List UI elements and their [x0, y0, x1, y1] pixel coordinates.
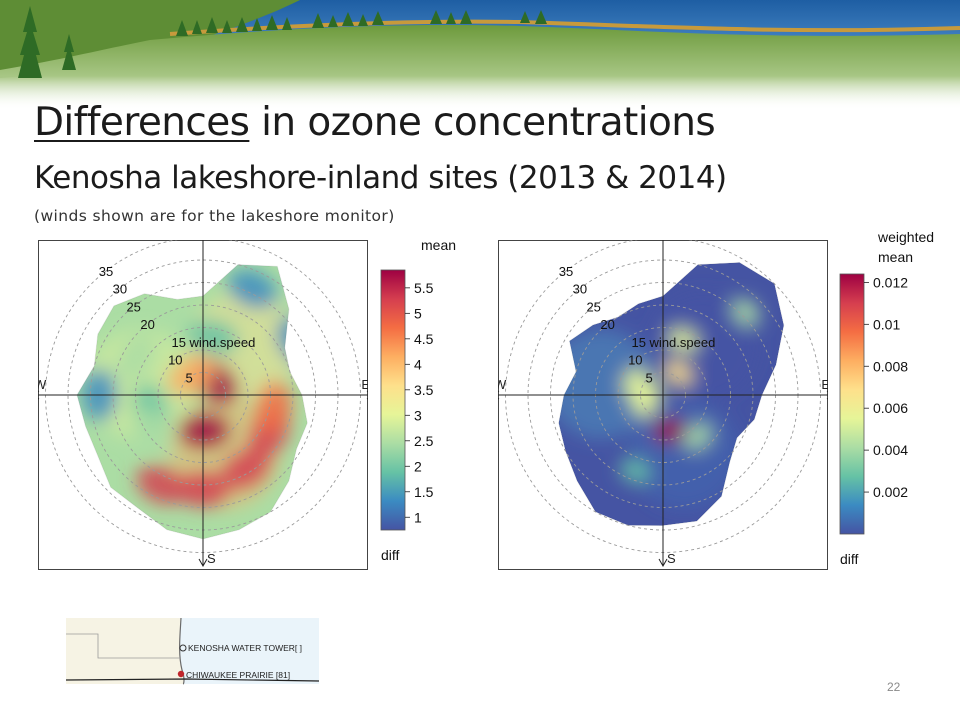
map-shoreline: [179, 618, 185, 685]
compass-label: N: [207, 240, 216, 241]
radial-tick-label: 20: [140, 317, 154, 332]
map-state-line: [66, 678, 320, 682]
hotspot: [663, 359, 694, 387]
radial-tick-label: 15 wind.speed: [631, 335, 715, 350]
colorbar-tick-label: 1.5: [414, 484, 434, 500]
radial-tick-label: 15 wind.speed: [171, 335, 255, 350]
hotspot: [167, 355, 217, 396]
axis-arrow-icon: [198, 558, 208, 568]
compass-label: E: [821, 377, 828, 392]
colorbar-tick-label: 4: [414, 356, 422, 372]
slide-title-rest: in ozone concentrations: [249, 100, 716, 145]
colorbar-tick-label: 5.5: [414, 280, 434, 296]
radial-tick-label: 5: [185, 370, 192, 385]
hotspot: [187, 319, 239, 356]
colorbar-tick-label: 0.002: [873, 484, 908, 500]
colorbar-tick-label: 0.008: [873, 358, 908, 374]
radial-tick-label: 20: [600, 317, 614, 332]
radial-tick-label: 10: [168, 353, 182, 368]
radial-tick-label: 25: [126, 299, 140, 314]
hotspot: [130, 407, 173, 455]
radial-tick-label: 30: [573, 282, 587, 297]
polar-field: [558, 262, 784, 526]
colorbar-tick-label: 4.5: [414, 331, 434, 347]
slide-title: Differences in ozone concentrations: [34, 100, 716, 145]
location-map: KENOSHA WATER TOWER[ ] CHIWAUKEE PRAIRIE…: [66, 618, 320, 685]
hotspot: [227, 269, 278, 309]
colorbar-tick-label: 3: [414, 407, 422, 423]
colorbar-tick-label: 0.012: [873, 274, 908, 290]
colorbar-tick-label: 3.5: [414, 382, 434, 398]
map-county-line: [66, 633, 181, 659]
compass-label: W: [498, 377, 507, 392]
colorbar-tick-label: 0.006: [873, 400, 908, 416]
map-land: [66, 618, 184, 684]
hotspot: [683, 422, 713, 451]
radial-tick-label: 30: [113, 282, 127, 297]
map-marker-water-tower: [179, 644, 187, 652]
treeline-icon: [18, 6, 547, 78]
radial-tick-label: 5: [645, 370, 652, 385]
colorbar-footer: diff: [381, 547, 400, 563]
hotspot: [653, 418, 686, 443]
colorbar-footer: diff: [840, 551, 859, 567]
colorbar-tick-label: 1: [414, 509, 422, 525]
slide-note: (winds shown are for the lakeshore monit…: [34, 207, 395, 225]
map-marker-chiwaukee: [177, 670, 185, 678]
radial-tick-label: 25: [586, 299, 600, 314]
colorbar-tick-label: 2: [414, 458, 422, 474]
compass-label: S: [667, 551, 676, 566]
colorbar-tick-label: 0.004: [873, 442, 908, 458]
colorbar-weighted-mean: weighted mean 0.002 0.004 0.006 0.008 0.01 0.01…: [839, 229, 934, 567]
colorbar-tick-label: 5: [414, 305, 422, 321]
colorbar-gradient: [839, 273, 865, 535]
compass-label: S: [207, 551, 216, 566]
map-label-water-tower: KENOSHA WATER TOWER[ ]: [188, 643, 302, 653]
hotspot: [731, 298, 760, 327]
slide-title-underlined: Differences: [34, 100, 250, 145]
hotspot: [136, 465, 186, 505]
page-number: 22: [887, 680, 901, 694]
colorbar-tick-label: 2.5: [414, 433, 434, 449]
hotspot: [178, 412, 231, 450]
colorbar-gradient: [380, 269, 406, 531]
hotspot: [116, 332, 157, 382]
colorbar-tick-label: 0.01: [873, 316, 900, 332]
radial-tick-label: 35: [559, 264, 573, 279]
radial-tick-label: 10: [628, 353, 642, 368]
map-label-chiwaukee: CHIWAUKEE PRAIRIE [81]: [186, 670, 290, 680]
radial-tick-label: 35: [99, 264, 113, 279]
header-banner: [0, 0, 960, 110]
colorbar-title: weighted: [877, 229, 934, 245]
slide-subtitle: Kenosha lakeshore-inland sites (2013 & 2…: [34, 160, 727, 196]
colorbar-title: mean: [421, 237, 456, 253]
compass-label: E: [361, 377, 368, 392]
colorbar-title: mean: [878, 249, 913, 265]
hotspot: [667, 327, 699, 353]
axis-arrow-icon: [658, 558, 668, 568]
compass-label: W: [38, 377, 47, 392]
colorbar-mean: mean 1 1.5 2 2.5 3 3.5 4 4.5 5 5.5 diff: [380, 237, 456, 563]
compass-label: N: [667, 240, 676, 241]
hotspot: [619, 458, 651, 484]
